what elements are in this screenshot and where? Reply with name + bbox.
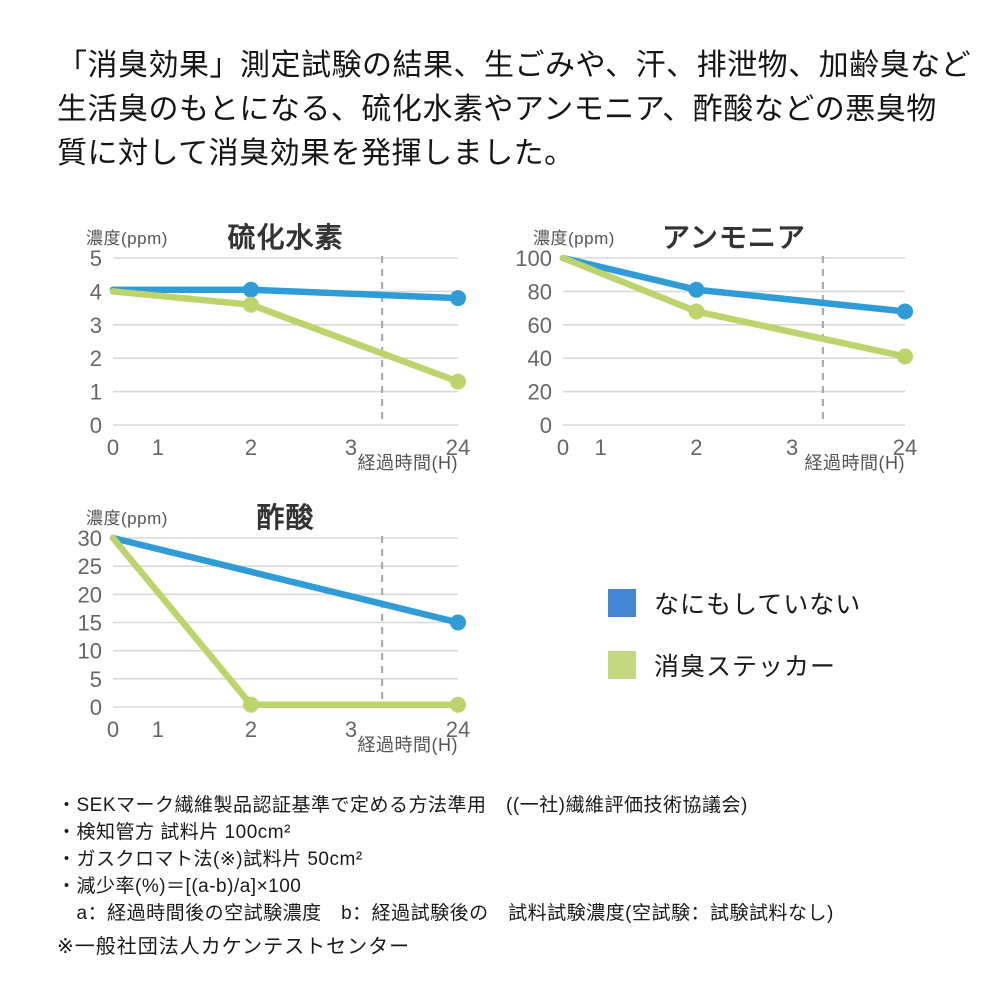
chart-title-ammonia: アンモニア	[662, 222, 806, 253]
intro-text-line-2: 生活臭のもとになる、硫化水素やアンモニア、酢酸などの悪臭物	[57, 93, 937, 126]
svg-text:0: 0	[107, 717, 119, 742]
svg-text:24: 24	[446, 435, 470, 460]
x-axis-label: 経過時間(H)	[804, 453, 905, 473]
svg-text:2: 2	[245, 717, 257, 742]
svg-text:1: 1	[594, 435, 606, 460]
svg-text:3: 3	[345, 435, 357, 460]
intro-text: 「消臭効果」測定試験の結果、生ごみや、汗、排泄物、加齢臭など 生活臭のもとになる…	[57, 44, 971, 176]
chart-plot-hydrogen-sulfide: 0 1 2 3 4 5 0 1 2 3 24	[90, 248, 470, 460]
footnote-line-3: ・ガスクロマト法(※)試料片 50cm²	[57, 849, 363, 870]
svg-text:5: 5	[90, 248, 102, 271]
footnote-line-5: a：経過時間後の空試験濃度 b：経過試験後の 試料試験濃度(空試験：試験試料なし…	[57, 903, 834, 924]
svg-text:2: 2	[245, 435, 257, 460]
svg-text:30: 30	[78, 528, 102, 551]
agency-note: ※一般社団法人カケンテストセンター	[57, 936, 411, 958]
footnote-line-2: ・検知管方 試料片 100cm²	[57, 822, 291, 843]
svg-text:10: 10	[78, 639, 102, 664]
footnotes: ・SEKマーク繊維製品認証基準で定める方法準用 ((一社)繊維評価技術協議会) …	[57, 792, 834, 927]
svg-text:1: 1	[152, 435, 164, 460]
svg-text:24: 24	[446, 717, 470, 742]
svg-text:3: 3	[345, 717, 357, 742]
svg-text:40: 40	[528, 346, 552, 371]
legend-item-deodorizing-sticker: 消臭ステッカー	[608, 647, 861, 683]
svg-text:1: 1	[152, 717, 164, 742]
svg-text:80: 80	[528, 279, 552, 304]
footnote-line-1: ・SEKマーク繊維製品認証基準で定める方法準用 ((一社)繊維評価技術協議会)	[57, 795, 748, 816]
legend-swatch-deodorizing-sticker	[608, 651, 636, 679]
legend-item-untreated: なにもしていない	[608, 585, 861, 621]
svg-text:4: 4	[90, 279, 102, 304]
legend-label-untreated: なにもしていない	[654, 591, 862, 619]
svg-text:2: 2	[90, 346, 102, 371]
legend: なにもしていない 消臭ステッカー	[608, 585, 861, 683]
svg-text:20: 20	[78, 582, 102, 607]
svg-text:60: 60	[528, 313, 552, 338]
y-axis-unit-label: 濃度(ppm)	[533, 229, 615, 248]
y-axis-unit-label: 濃度(ppm)	[86, 229, 168, 248]
svg-text:0: 0	[540, 413, 552, 438]
chart-title-acetic-acid: 酢酸	[256, 502, 315, 533]
legend-swatch-untreated	[608, 589, 636, 617]
x-axis-label: 経過時間(H)	[357, 453, 458, 473]
y-axis-unit-label: 濃度(ppm)	[86, 509, 168, 528]
chart-hydrogen-sulfide: 濃度(ppm) 硫化水素 0 1 2 3 4 5 0 1 2 3 24 経過時間(H)	[60, 212, 500, 480]
svg-text:20: 20	[528, 380, 552, 405]
svg-text:2: 2	[690, 435, 702, 460]
svg-text:3: 3	[786, 435, 798, 460]
svg-text:5: 5	[90, 667, 102, 692]
svg-text:25: 25	[78, 554, 102, 579]
svg-text:3: 3	[90, 313, 102, 338]
svg-text:24: 24	[893, 435, 917, 460]
svg-text:1: 1	[90, 380, 102, 405]
svg-text:15: 15	[78, 611, 102, 636]
svg-text:100: 100	[515, 248, 552, 271]
svg-text:0: 0	[557, 435, 569, 460]
chart-ammonia: 濃度(ppm) アンモニア 0 20 40 60 80 100 0 1 2 3 24 経過時間(H)	[500, 212, 960, 480]
chart-title-hydrogen-sulfide: 硫化水素	[227, 222, 344, 253]
footnote-line-4: ・減少率(%)＝[(a-b)/a]×100	[57, 876, 302, 897]
svg-text:0: 0	[107, 435, 119, 460]
intro-text-line-1: 「消臭効果」測定試験の結果、生ごみや、汗、排泄物、加齢臭など	[57, 49, 972, 82]
intro-text-line-3: 質に対して消臭効果を発揮しました。	[57, 137, 575, 170]
legend-label-deodorizing-sticker: 消臭ステッカー	[654, 653, 837, 681]
x-axis-label: 経過時間(H)	[357, 735, 458, 755]
svg-text:0: 0	[90, 695, 102, 720]
chart-acetic-acid: 濃度(ppm) 酢酸 0 5 10 15 20 25 30 0 1 2 3 24 経過時間(H)	[60, 492, 500, 760]
svg-text:0: 0	[90, 413, 102, 438]
